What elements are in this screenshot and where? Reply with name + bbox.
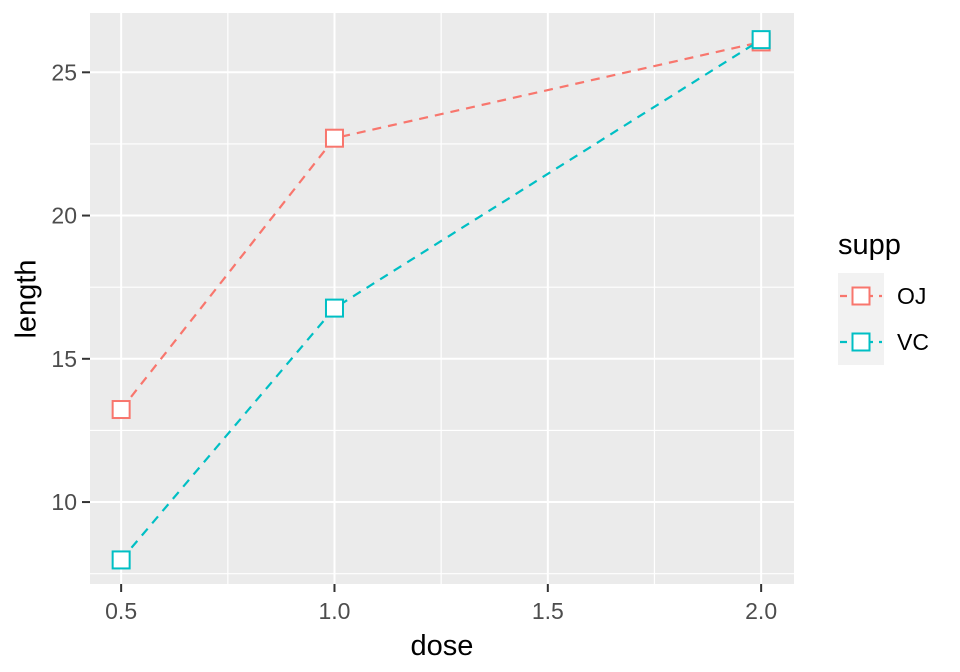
legend-key-oj-icon [838,273,884,319]
x-tick-label-0.5: 0.5 [105,598,137,624]
y-tick-label-10: 10 [51,489,77,515]
x-tick-label-1.5: 1.5 [532,598,564,624]
legend-entry-vc: VC [838,319,929,365]
marker-vc-2 [751,30,771,50]
y-tick-label-20: 20 [51,203,77,229]
series-line-oj [120,40,762,411]
x-axis-title: dose [410,630,474,662]
legend-entry-oj: OJ [838,273,929,319]
marker-vc-0.5 [111,550,131,570]
legend-label-vc: VC [897,329,929,355]
marker-vc-1 [324,298,344,318]
panel-background [90,13,794,584]
marker-oj-1 [324,128,344,148]
y-axis-title: length [10,259,43,339]
x-tick-label-2: 2.0 [745,598,777,624]
legend: supp OJ VC [838,230,929,365]
legend-key-vc-icon [838,319,884,365]
y-tick-label-15: 15 [51,346,77,372]
legend-label-oj: OJ [897,283,927,309]
legend-keys: OJ VC [838,273,929,365]
marker-oj-0.5 [111,400,131,420]
x-tick-label-1: 1.0 [318,598,350,624]
y-tick-label-25: 25 [51,59,77,85]
legend-title: supp [838,229,901,261]
